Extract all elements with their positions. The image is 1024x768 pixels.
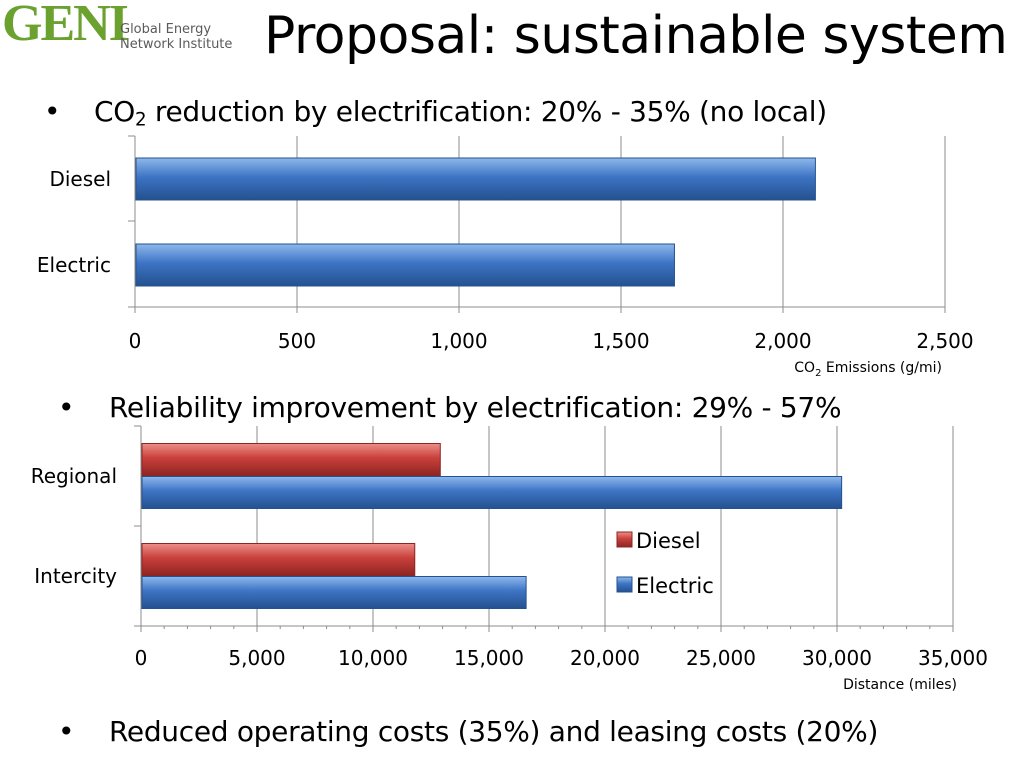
x-tick-label: 10,000 bbox=[338, 646, 408, 670]
x-axis-title: CO2 Emissions (g/mi) bbox=[794, 360, 942, 379]
category-label: Intercity bbox=[34, 564, 117, 588]
legend-label-diesel: Diesel bbox=[636, 529, 701, 553]
x-tick-label: 1,500 bbox=[592, 329, 649, 353]
bar-electric-electric bbox=[135, 243, 675, 287]
x-tick-label: 25,000 bbox=[686, 646, 756, 670]
slide-title: Proposal: sustainable system bbox=[264, 6, 1008, 66]
x-tick-label: 0 bbox=[129, 329, 142, 353]
bar-diesel-intercity bbox=[141, 543, 416, 576]
category-label: Regional bbox=[31, 464, 117, 488]
category-label: Diesel bbox=[49, 167, 111, 191]
x-tick-label: 35,000 bbox=[918, 646, 988, 670]
bullet-text: CO2 reduction by electrification: 20% - … bbox=[94, 95, 827, 131]
bullet-symbol: • bbox=[44, 95, 61, 128]
bar-diesel-regional bbox=[141, 443, 441, 476]
bar-electric-regional bbox=[141, 476, 843, 509]
x-tick-label: 5,000 bbox=[228, 646, 285, 670]
logo-subtitle: Global Energy Network Institute bbox=[120, 22, 232, 52]
x-tick-label: 15,000 bbox=[454, 646, 524, 670]
logo-mark: GENI bbox=[2, 0, 129, 52]
logo-line-2: Network Institute bbox=[120, 37, 233, 52]
bar-electric-intercity bbox=[141, 576, 527, 609]
category-label: Electric bbox=[37, 253, 111, 277]
bullet-text: Reduced operating costs (35%) and leasin… bbox=[109, 715, 879, 748]
bar-diesel-diesel bbox=[135, 157, 816, 201]
x-tick-label: 2,500 bbox=[916, 329, 973, 353]
x-tick-label: 0 bbox=[135, 646, 148, 670]
bullet-text-pre: CO bbox=[94, 95, 135, 128]
logo-line-1: Global Energy bbox=[120, 22, 212, 37]
x-tick-label: 500 bbox=[278, 329, 316, 353]
x-tick-label: 20,000 bbox=[570, 646, 640, 670]
x-axis-title: Distance (miles) bbox=[843, 677, 957, 693]
x-tick-label: 2,000 bbox=[754, 329, 811, 353]
chart-2: 0 5,000 10,000 15,000 20,000 25,000 30,000 35,0… bbox=[31, 425, 988, 693]
legend-swatch-diesel bbox=[616, 531, 633, 548]
bullet-text-sub: 2 bbox=[135, 109, 147, 131]
legend-label-electric: Electric bbox=[636, 574, 714, 598]
x-tick-label: 1,000 bbox=[430, 329, 487, 353]
bullet-text-post: reduction by electrification: 20% - 35% … bbox=[146, 95, 827, 128]
chart-1: 0 500 1,000 1,500 2,000 2,500 CO2 Emissions (g… bbox=[37, 135, 974, 379]
bullet-symbol: • bbox=[58, 715, 75, 748]
legend-swatch-electric bbox=[616, 576, 633, 593]
bullet-text: Reliability improvement by electrificati… bbox=[109, 391, 842, 424]
x-tick-label: 30,000 bbox=[802, 646, 872, 670]
bullet-symbol: • bbox=[58, 391, 75, 424]
geni-logo: GENI Global Energy Network Institute bbox=[2, 0, 242, 60]
